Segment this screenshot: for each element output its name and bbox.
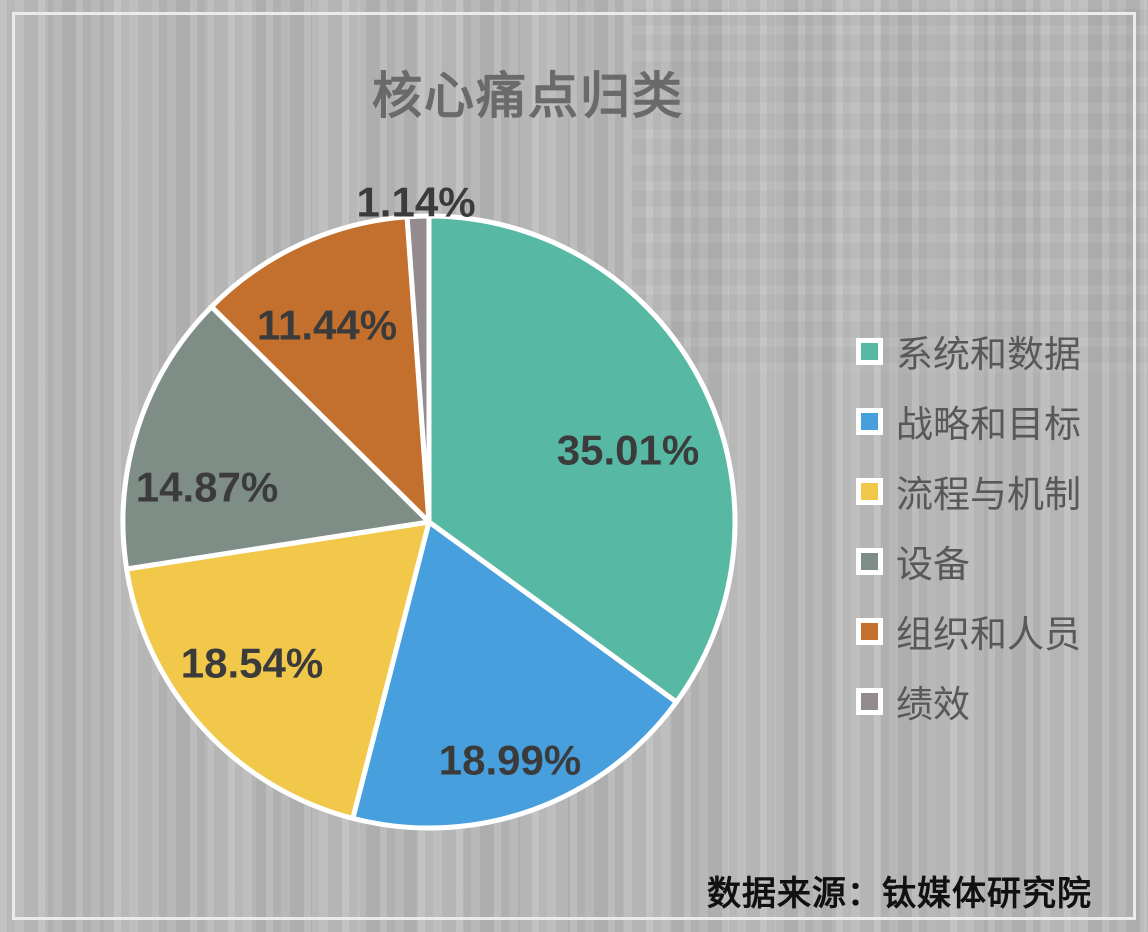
pie-slice-6: [404, 213, 432, 525]
legend-item-5: 组织和人员: [856, 596, 1081, 666]
data-label-3: 18.54%: [181, 640, 323, 687]
legend-label: 绩效: [896, 684, 970, 725]
legend-swatch-icon: [856, 407, 883, 435]
legend-item-2: 战略和目标: [856, 386, 1081, 456]
legend-label: 战略和目标: [896, 404, 1081, 445]
legend-item-3: 流程与机制: [856, 456, 1081, 526]
legend-label: 流程与机制: [896, 474, 1081, 515]
background-grid-texture: [631, 0, 1148, 373]
legend-swatch-icon: [856, 617, 883, 645]
pie-slice-1: [426, 213, 738, 705]
legend-label: 系统和数据: [896, 334, 1081, 375]
data-label-4: 14.87%: [136, 464, 278, 511]
legend-swatch-icon: [856, 687, 883, 715]
legend-label: 组织和人员: [896, 614, 1081, 655]
data-label-6: 1.14%: [356, 179, 475, 226]
legend-item-1: 系统和数据: [856, 316, 1081, 386]
legend-label: 设备: [896, 544, 970, 585]
pie-slice-4: [120, 304, 432, 572]
legend-item-4: 设备: [856, 526, 1081, 596]
source-note: 数据来源：钛媒体研究院: [707, 875, 1092, 913]
chart-title: 核心痛点归类: [372, 68, 684, 124]
pie-slice-3: [124, 519, 432, 821]
legend: 系统和数据战略和目标流程与机制设备组织和人员绩效: [856, 316, 1081, 736]
data-label-1: 35.01%: [557, 427, 699, 474]
legend-swatch-icon: [856, 337, 883, 365]
legend-swatch-icon: [856, 477, 883, 505]
data-label-5: 11.44%: [257, 302, 397, 349]
pie-slice-2: [350, 519, 679, 831]
pie-slice-5: [209, 214, 432, 525]
legend-item-6: 绩效: [856, 666, 1081, 736]
data-label-2: 18.99%: [439, 737, 581, 784]
legend-swatch-icon: [856, 547, 883, 575]
